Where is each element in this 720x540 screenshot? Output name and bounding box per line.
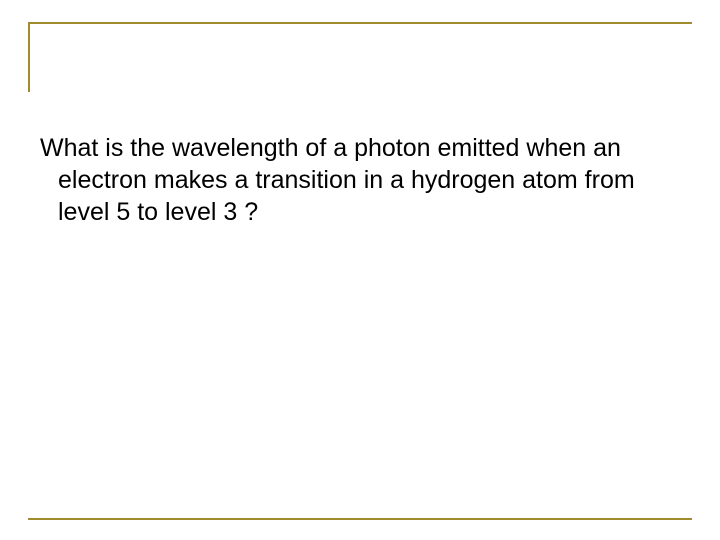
- frame-bottom-border: [28, 518, 692, 520]
- body-text: What is the wavelength of a photon emitt…: [58, 132, 660, 228]
- slide-content: What is the wavelength of a photon emitt…: [40, 132, 660, 228]
- frame-left-border: [28, 22, 30, 92]
- frame-top-border: [28, 22, 692, 24]
